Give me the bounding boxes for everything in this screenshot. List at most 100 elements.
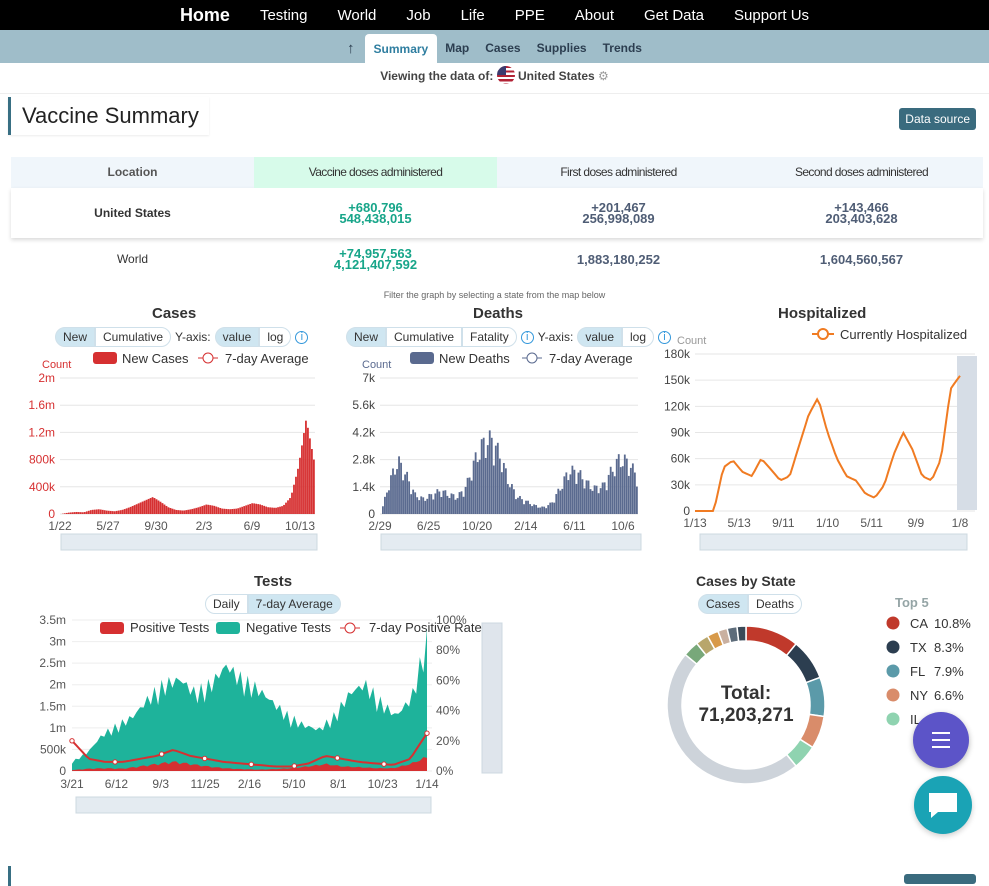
chat-button[interactable] (914, 776, 972, 834)
deaths-value-toggle[interactable]: value (577, 327, 622, 347)
bystate-deaths-toggle[interactable]: Deaths (748, 594, 802, 614)
nav-support-us[interactable]: Support Us (734, 7, 809, 24)
bar (98, 509, 100, 514)
bar (100, 510, 102, 514)
header-second-doses[interactable]: Second doses administered (740, 157, 983, 188)
bar (130, 507, 132, 514)
tab-supplies[interactable]: Supplies (529, 41, 595, 63)
nav-world[interactable]: World (337, 7, 376, 24)
bystate-cases-toggle[interactable]: Cases (698, 594, 748, 614)
bar (509, 487, 511, 514)
cases-cumulative-toggle[interactable]: Cumulative (95, 327, 171, 347)
menu-button[interactable] (913, 712, 969, 768)
bar (182, 510, 184, 514)
header-first-doses[interactable]: First doses administered (497, 157, 740, 188)
legend-state: CA (910, 616, 928, 631)
bar (475, 452, 477, 514)
us-flag-icon (497, 66, 515, 84)
rate-marker (292, 764, 296, 768)
bar (108, 511, 110, 514)
nav-ppe[interactable]: PPE (515, 7, 545, 24)
bar (176, 510, 178, 514)
bar (150, 498, 152, 514)
cases-value-toggle[interactable]: value (215, 327, 260, 347)
bar (398, 456, 400, 514)
deaths-cumulative-toggle[interactable]: Cumulative (386, 327, 462, 347)
y-tick-label: 800k (29, 453, 56, 467)
gear-icon[interactable]: ⚙ (598, 69, 609, 83)
y-tick-label: 1.6m (28, 398, 55, 412)
nav-about[interactable]: About (575, 7, 614, 24)
bar (388, 490, 390, 514)
deaths-fatality-toggle[interactable]: Fatality (462, 327, 517, 347)
y2-tick-label: 60% (436, 673, 460, 687)
bar (72, 512, 74, 514)
bar (507, 484, 509, 514)
header-doses[interactable]: Vaccine doses administered (254, 157, 497, 188)
nav-get-data[interactable]: Get Data (644, 7, 704, 24)
y-tick-label: 150k (664, 373, 691, 387)
next-section-button[interactable] (904, 874, 976, 884)
x-tick-label: 2/16 (238, 777, 262, 791)
bystate-controls: Cases Deaths (698, 594, 802, 614)
bar (598, 493, 600, 514)
cases-new-toggle[interactable]: New (55, 327, 95, 347)
deaths-yaxis-label: Y-axis: (538, 330, 574, 344)
deaths-new-toggle[interactable]: New (346, 327, 386, 347)
info-icon[interactable]: i (521, 331, 534, 344)
info-icon[interactable]: i (295, 331, 308, 344)
cases-log-toggle[interactable]: log (259, 327, 291, 347)
bar (549, 503, 551, 514)
deaths-log-toggle[interactable]: log (622, 327, 654, 347)
bar (148, 499, 150, 514)
nav-life[interactable]: Life (461, 7, 485, 24)
bar (495, 446, 497, 514)
viewing-label: Viewing the data of: (380, 69, 493, 83)
vaccine-table-header: Location Vaccine doses administered Firs… (11, 157, 983, 188)
y-tick-label: 3.5m (39, 613, 66, 627)
bar (293, 485, 295, 514)
header-location[interactable]: Location (11, 157, 254, 188)
viewing-country[interactable]: United States (518, 69, 595, 83)
tab-map[interactable]: Map (437, 41, 477, 63)
nav-home[interactable]: Home (180, 5, 230, 26)
bar (396, 469, 398, 514)
data-source-button[interactable]: Data source (899, 108, 976, 130)
up-arrow-icon[interactable]: ↑ (339, 40, 365, 63)
tab-trends[interactable]: Trends (595, 41, 650, 63)
legend-marker (527, 353, 537, 363)
bar (563, 476, 565, 514)
bar (632, 463, 634, 514)
bar (557, 489, 559, 514)
bar (489, 430, 491, 514)
bar (186, 510, 188, 514)
x-tick-label: 3/21 (60, 777, 84, 791)
bar (606, 490, 608, 514)
bar (567, 480, 569, 514)
nav-testing[interactable]: Testing (260, 7, 308, 24)
hospitalized-chart[interactable]: Currently HospitalizedCount180k150k120k9… (660, 322, 985, 558)
tab-cases[interactable]: Cases (477, 41, 528, 63)
bar (138, 503, 140, 514)
bar (116, 511, 118, 514)
bar (590, 489, 592, 514)
zoom-slider (76, 797, 431, 813)
bar (481, 439, 483, 514)
bar (541, 507, 543, 514)
tests-daily-toggle[interactable]: Daily (205, 594, 248, 614)
rate-marker (70, 739, 74, 743)
bar (561, 489, 563, 514)
bar (390, 475, 392, 514)
bar (168, 507, 170, 514)
bar (608, 475, 610, 514)
tab-summary[interactable]: Summary (365, 34, 438, 63)
bar (529, 504, 531, 514)
tests-7day-toggle[interactable]: 7-day Average (248, 594, 341, 614)
bar (527, 501, 529, 514)
nav-job[interactable]: Job (406, 7, 430, 24)
